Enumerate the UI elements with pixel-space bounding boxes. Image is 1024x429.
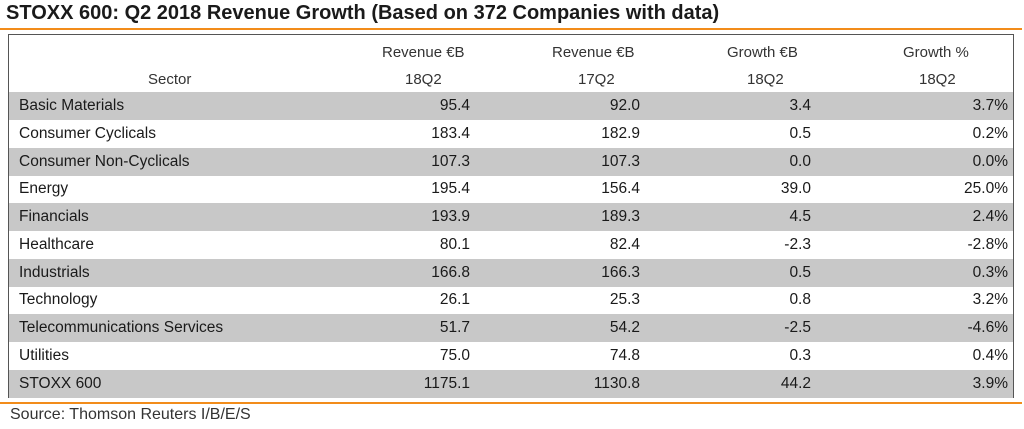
cell-sector: STOXX 600 xyxy=(19,374,102,392)
cell-revenue-17q2: 182.9 xyxy=(601,124,640,142)
cell-sector: Financials xyxy=(19,208,89,225)
cell-sector: Consumer Non-Cyclicals xyxy=(19,152,190,170)
header-growth-eur-line1: Growth €B xyxy=(727,44,798,61)
cell-sector: Industrials xyxy=(19,263,90,281)
cell-growth-pct: 0.4% xyxy=(972,346,1008,364)
cell-growth-pct: 3.7% xyxy=(972,97,1008,114)
cell-revenue-17q2: 25.3 xyxy=(609,291,640,309)
cell-revenue-18q2: 193.9 xyxy=(431,208,470,225)
cell-sector: Energy xyxy=(19,180,69,198)
header-revenue-17q2-line1: Revenue €B xyxy=(552,44,635,61)
header-growth-pct-line1: Growth % xyxy=(903,44,969,61)
header-sector: Sector xyxy=(148,71,192,88)
cell-growth-pct: 0.3% xyxy=(972,263,1008,281)
table-row: Consumer Cyclicals 183.4 182.9 0.5 0.2% xyxy=(9,120,1013,148)
cell-growth-pct: 25.0% xyxy=(964,180,1008,198)
table-total-row: STOXX 600 1175.1 1130.8 44.2 3.9% xyxy=(9,369,1013,398)
cell-growth-eur: 0.8 xyxy=(789,291,811,309)
bottom-accent-rule xyxy=(0,402,1022,404)
cell-revenue-18q2: 51.7 xyxy=(439,319,470,336)
cell-revenue-17q2: 1130.8 xyxy=(593,374,640,392)
table-row: Industrials 166.8 166.3 0.5 0.3% xyxy=(9,258,1013,287)
cell-revenue-17q2: 54.2 xyxy=(609,319,640,336)
table-row: Utilities 75.0 74.8 0.3 0.4% xyxy=(9,342,1013,370)
cell-revenue-17q2: 107.3 xyxy=(601,152,640,170)
cell-sector: Healthcare xyxy=(19,235,94,253)
cell-growth-eur: 44.2 xyxy=(780,374,811,392)
cell-revenue-17q2: 156.4 xyxy=(601,180,640,198)
cell-revenue-17q2: 74.8 xyxy=(609,346,640,364)
table-row: Telecommunications Services 51.7 54.2 -2.5 -… xyxy=(9,314,1013,342)
cell-growth-pct: 3.9% xyxy=(972,374,1008,392)
table-frame xyxy=(8,34,1014,398)
cell-growth-eur: 0.0 xyxy=(789,152,811,170)
table-title: STOXX 600: Q2 2018 Revenue Growth (Based… xyxy=(6,2,720,24)
cell-growth-pct: 2.4% xyxy=(972,208,1008,225)
header-revenue-17q2-line2: 17Q2 xyxy=(578,71,615,88)
header-growth-eur-line2: 18Q2 xyxy=(747,71,784,88)
table-row: Energy 195.4 156.4 39.0 25.0% xyxy=(9,175,1013,203)
cell-sector: Technology xyxy=(19,291,98,309)
cell-sector: Telecommunications Services xyxy=(19,319,224,336)
header-revenue-18q2-line1: Revenue €B xyxy=(382,44,465,61)
cell-growth-pct: 3.2% xyxy=(972,291,1008,309)
cell-revenue-18q2: 183.4 xyxy=(431,124,470,142)
cell-sector: Utilities xyxy=(19,346,69,364)
cell-revenue-18q2: 166.8 xyxy=(431,263,470,281)
cell-sector: Consumer Cyclicals xyxy=(19,124,156,142)
cell-growth-pct: 0.2% xyxy=(972,124,1008,142)
cell-revenue-17q2: 166.3 xyxy=(601,263,640,281)
cell-revenue-18q2: 1175.1 xyxy=(423,374,470,392)
cell-revenue-17q2: 82.4 xyxy=(609,235,640,253)
cell-growth-eur: 4.5 xyxy=(789,208,811,225)
table-row: Healthcare 80.1 82.4 -2.3 -2.8% xyxy=(9,231,1013,259)
cell-revenue-18q2: 107.3 xyxy=(431,152,470,170)
table-row: Basic Materials 95.4 92.0 3.4 3.7% xyxy=(9,92,1013,120)
top-accent-rule xyxy=(0,28,1022,30)
cell-revenue-18q2: 95.4 xyxy=(439,97,470,114)
cell-growth-eur: 3.4 xyxy=(789,97,811,114)
cell-revenue-18q2: 195.4 xyxy=(431,180,470,198)
cell-growth-pct: -2.8% xyxy=(967,235,1009,253)
cell-growth-eur: -2.3 xyxy=(784,235,811,253)
cell-revenue-17q2: 92.0 xyxy=(609,97,640,114)
table-row: Consumer Non-Cyclicals 107.3 107.3 0.0 0.0% xyxy=(9,147,1013,176)
cell-growth-eur: 0.3 xyxy=(789,346,811,364)
cell-growth-pct: -4.6% xyxy=(967,319,1009,336)
header-revenue-18q2-line2: 18Q2 xyxy=(405,71,442,88)
cell-growth-eur: 0.5 xyxy=(789,263,811,281)
table-row: Technology 26.1 25.3 0.8 3.2% xyxy=(9,286,1013,314)
cell-revenue-18q2: 75.0 xyxy=(439,346,470,364)
header-growth-pct-line2: 18Q2 xyxy=(919,71,956,88)
cell-growth-eur: 39.0 xyxy=(780,180,811,198)
cell-revenue-18q2: 26.1 xyxy=(439,291,470,309)
cell-growth-eur: 0.5 xyxy=(789,124,811,142)
cell-sector: Basic Materials xyxy=(19,97,125,114)
cell-growth-eur: -2.5 xyxy=(784,319,811,336)
cell-revenue-17q2: 189.3 xyxy=(601,208,640,225)
table-row: Financials 193.9 189.3 4.5 2.4% xyxy=(9,203,1013,231)
source-note: Source: Thomson Reuters I/B/E/S xyxy=(10,406,251,423)
cell-growth-pct: 0.0% xyxy=(972,152,1008,170)
cell-revenue-18q2: 80.1 xyxy=(439,235,470,253)
